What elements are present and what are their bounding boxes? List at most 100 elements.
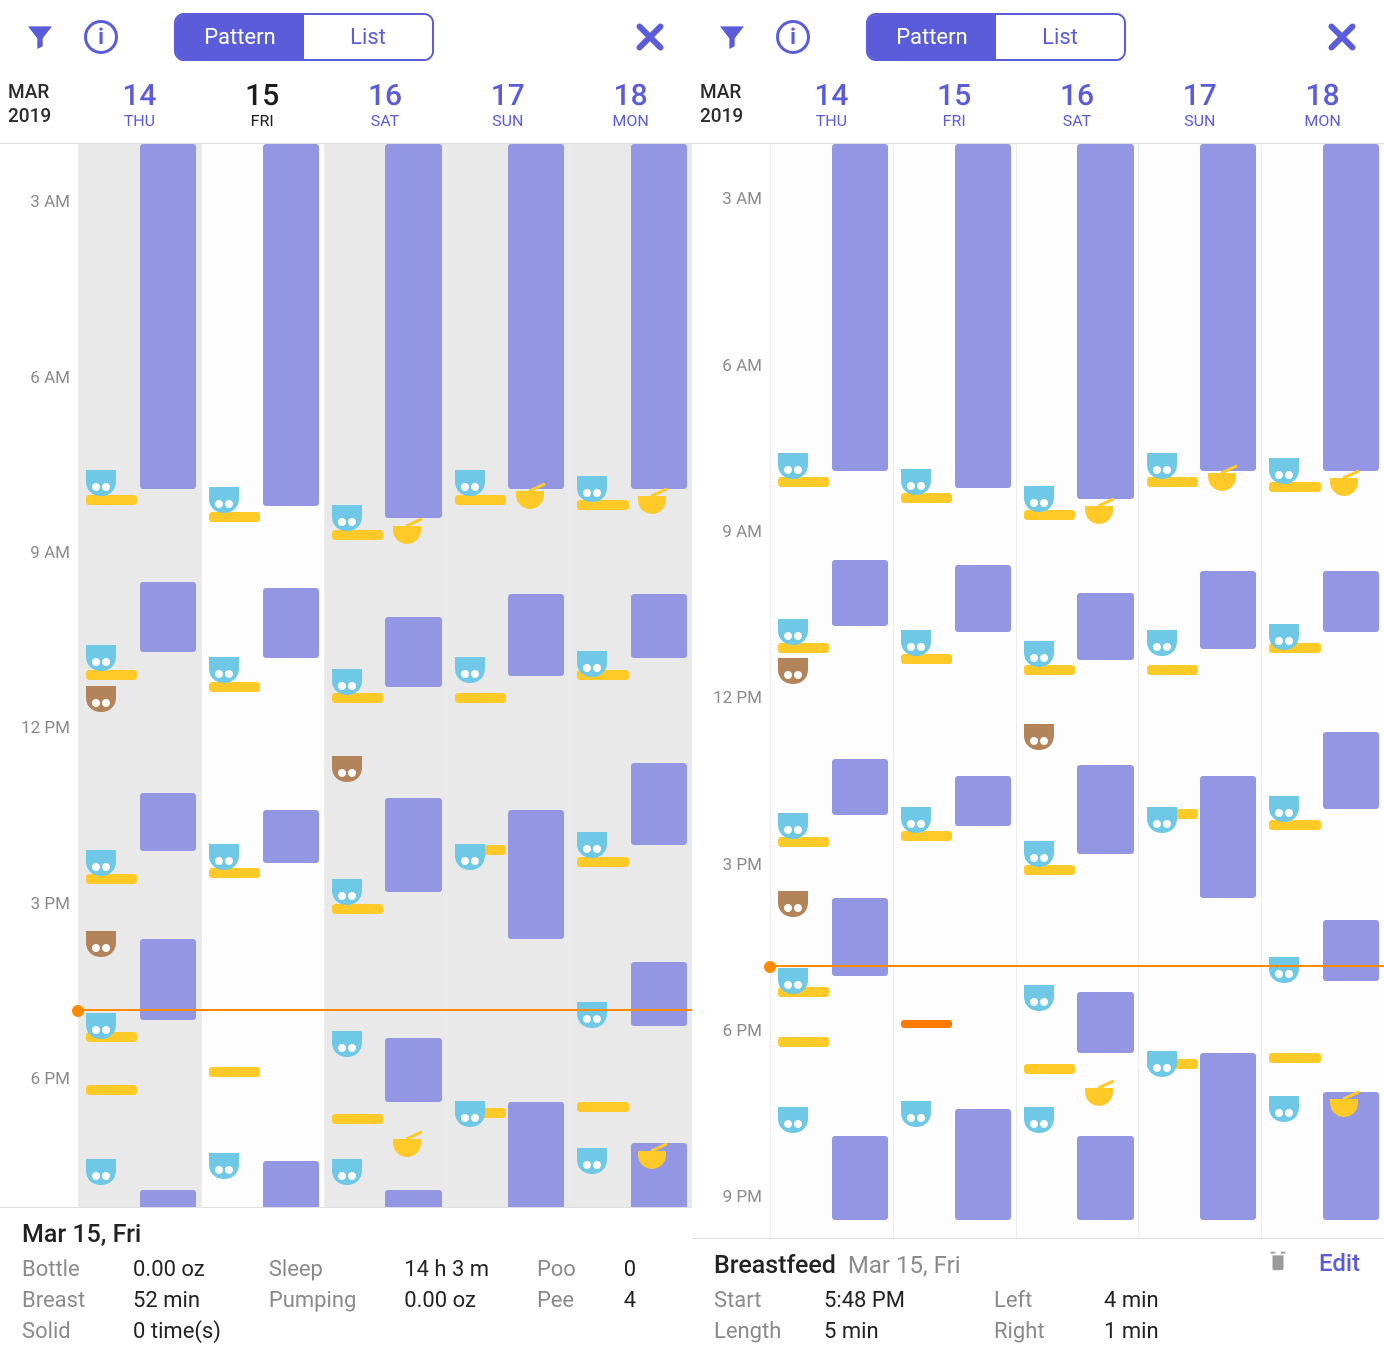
diaper-pee-icon[interactable]	[209, 487, 239, 513]
feed-marker[interactable]	[1269, 482, 1320, 492]
feed-marker[interactable]	[455, 693, 506, 703]
diaper-pee-icon[interactable]	[1024, 1107, 1054, 1133]
feed-marker[interactable]	[778, 477, 829, 487]
diaper-pee-icon[interactable]	[1024, 985, 1054, 1011]
feed-marker[interactable]	[1147, 665, 1198, 675]
feed-marker[interactable]	[577, 1102, 628, 1112]
feed-marker[interactable]	[901, 1020, 952, 1028]
sleep-block[interactable]	[631, 594, 687, 658]
day-header-16[interactable]: 16 SAT	[324, 74, 447, 143]
diaper-pee-icon[interactable]	[778, 813, 808, 839]
diaper-poo-icon[interactable]	[1024, 724, 1054, 750]
day-header-17[interactable]: 17 SUN	[446, 74, 569, 143]
feed-marker[interactable]	[901, 654, 952, 664]
feed-marker[interactable]	[209, 1067, 260, 1077]
diaper-pee-icon[interactable]	[332, 669, 362, 695]
sleep-block[interactable]	[508, 144, 564, 489]
diaper-pee-icon[interactable]	[1269, 458, 1299, 484]
sleep-block[interactable]	[1200, 144, 1256, 471]
diaper-pee-icon[interactable]	[1269, 1096, 1299, 1122]
sleep-block[interactable]	[508, 810, 564, 939]
sleep-block[interactable]	[263, 1161, 319, 1207]
feed-marker[interactable]	[209, 868, 260, 878]
solid-icon[interactable]	[1085, 1088, 1113, 1106]
edit-button[interactable]: Edit	[1319, 1249, 1360, 1277]
feed-marker[interactable]	[778, 643, 829, 653]
solid-icon[interactable]	[516, 491, 544, 509]
diaper-pee-icon[interactable]	[901, 807, 931, 833]
diaper-pee-icon[interactable]	[901, 1101, 931, 1127]
sleep-block[interactable]	[1200, 776, 1256, 898]
tab-list[interactable]: List	[304, 15, 432, 59]
diaper-pee-icon[interactable]	[1024, 841, 1054, 867]
feed-marker[interactable]	[86, 495, 137, 505]
diaper-poo-icon[interactable]	[86, 686, 116, 712]
day-header-18[interactable]: 18 MON	[569, 74, 692, 143]
feed-marker[interactable]	[209, 512, 260, 522]
sleep-block[interactable]	[832, 759, 888, 814]
feed-marker[interactable]	[332, 530, 383, 540]
diaper-poo-icon[interactable]	[778, 658, 808, 684]
sleep-block[interactable]	[631, 144, 687, 489]
diaper-pee-icon[interactable]	[332, 1031, 362, 1057]
feed-marker[interactable]	[901, 493, 952, 503]
sleep-block[interactable]	[1323, 920, 1379, 981]
solid-icon[interactable]	[1085, 506, 1113, 524]
feed-marker[interactable]	[1024, 510, 1075, 520]
solid-icon[interactable]	[1208, 473, 1236, 491]
sleep-block[interactable]	[263, 588, 319, 658]
sleep-block[interactable]	[508, 594, 564, 676]
sleep-block[interactable]	[385, 144, 441, 518]
diaper-pee-icon[interactable]	[778, 619, 808, 645]
diaper-pee-icon[interactable]	[455, 470, 485, 496]
diaper-pee-icon[interactable]	[455, 657, 485, 683]
close-icon[interactable]	[632, 19, 668, 55]
sleep-block[interactable]	[263, 144, 319, 506]
diaper-pee-icon[interactable]	[209, 844, 239, 870]
sleep-block[interactable]	[955, 1109, 1011, 1220]
sleep-block[interactable]	[140, 1190, 196, 1207]
sleep-block[interactable]	[955, 144, 1011, 488]
diaper-poo-icon[interactable]	[332, 756, 362, 782]
feed-marker[interactable]	[332, 1114, 383, 1124]
sleep-block[interactable]	[140, 793, 196, 851]
info-icon[interactable]: i	[84, 20, 118, 54]
sleep-block[interactable]	[1077, 144, 1133, 499]
info-icon[interactable]: i	[776, 20, 810, 54]
feed-marker[interactable]	[1269, 820, 1320, 830]
sleep-block[interactable]	[832, 144, 888, 471]
feed-marker[interactable]	[86, 874, 137, 884]
day-header-18[interactable]: 18 MON	[1261, 74, 1384, 143]
diaper-pee-icon[interactable]	[209, 1153, 239, 1179]
diaper-pee-icon[interactable]	[455, 844, 485, 870]
diaper-pee-icon[interactable]	[332, 505, 362, 531]
diaper-pee-icon[interactable]	[577, 476, 607, 502]
feed-marker[interactable]	[577, 500, 628, 510]
sleep-block[interactable]	[1077, 593, 1133, 660]
sleep-block[interactable]	[508, 1102, 564, 1207]
diaper-pee-icon[interactable]	[332, 879, 362, 905]
sleep-block[interactable]	[140, 144, 196, 489]
feed-marker[interactable]	[86, 1085, 137, 1095]
sleep-block[interactable]	[385, 1190, 441, 1207]
feed-marker[interactable]	[1024, 1064, 1075, 1074]
sleep-block[interactable]	[1077, 765, 1133, 854]
day-header-15[interactable]: 15 FRI	[893, 74, 1016, 143]
diaper-pee-icon[interactable]	[86, 1159, 116, 1185]
sleep-block[interactable]	[1323, 144, 1379, 471]
diaper-pee-icon[interactable]	[901, 630, 931, 656]
close-icon[interactable]	[1324, 19, 1360, 55]
diaper-pee-icon[interactable]	[86, 645, 116, 671]
tab-pattern[interactable]: Pattern	[868, 15, 996, 59]
day-header-17[interactable]: 17 SUN	[1138, 74, 1261, 143]
diaper-pee-icon[interactable]	[1147, 1051, 1177, 1077]
tab-list[interactable]: List	[996, 15, 1124, 59]
sleep-block[interactable]	[1323, 732, 1379, 810]
feed-marker[interactable]	[577, 857, 628, 867]
sleep-block[interactable]	[1077, 1136, 1133, 1219]
sleep-block[interactable]	[631, 962, 687, 1026]
sleep-block[interactable]	[385, 617, 441, 687]
diaper-pee-icon[interactable]	[209, 657, 239, 683]
feed-marker[interactable]	[1024, 865, 1075, 875]
solid-icon[interactable]	[393, 526, 421, 544]
